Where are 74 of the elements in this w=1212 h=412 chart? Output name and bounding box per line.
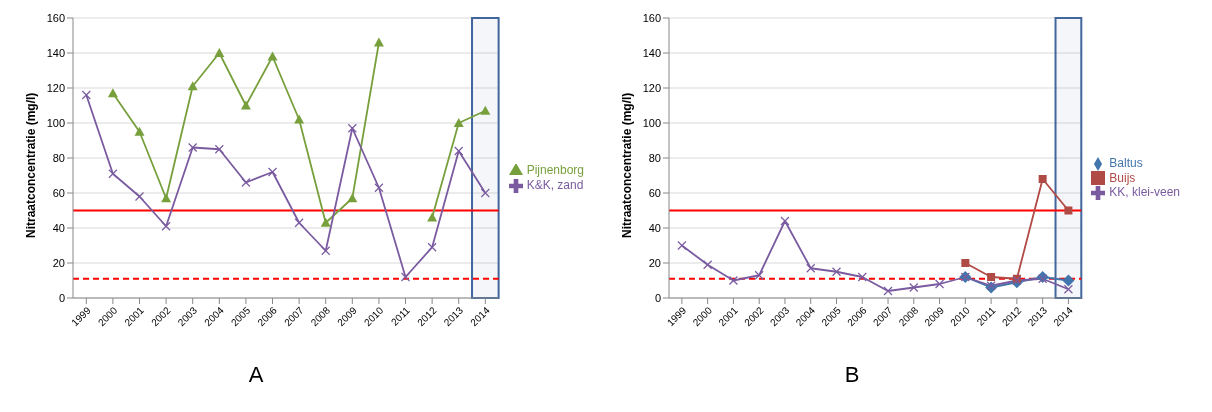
point	[240, 100, 251, 110]
y-tick-label: 120	[642, 81, 661, 94]
y-tick-label: 160	[642, 11, 661, 24]
legend-label: Pijnenborg	[526, 163, 584, 178]
point	[857, 272, 867, 282]
point	[373, 37, 384, 47]
point	[987, 273, 996, 281]
y-tick-label: 60	[648, 186, 661, 199]
point	[427, 212, 438, 222]
y-tick-label: 80	[52, 151, 65, 164]
point	[780, 216, 790, 226]
y-axis-title: Nitraatconcentratie (mg/l)	[24, 92, 39, 238]
point	[320, 217, 331, 227]
y-tick-label: 20	[52, 256, 65, 269]
point	[374, 183, 384, 193]
point	[961, 259, 970, 267]
legend-label: Buijs	[1109, 170, 1136, 185]
point	[453, 118, 464, 127]
y-tick-label: 140	[642, 46, 661, 59]
y-tick-label: 0	[654, 291, 661, 304]
point	[188, 142, 198, 153]
y-tick-label: 0	[58, 291, 65, 304]
point	[883, 286, 893, 296]
point	[134, 126, 145, 136]
point	[728, 275, 739, 286]
point	[909, 282, 919, 293]
y-tick-label: 100	[642, 116, 661, 129]
y-tick-label: 140	[46, 46, 65, 59]
point	[427, 242, 437, 252]
point	[806, 263, 816, 273]
point	[294, 114, 305, 124]
point	[1064, 206, 1073, 215]
point	[1062, 274, 1075, 287]
y-tick-label: 20	[648, 256, 661, 269]
point	[108, 169, 118, 179]
point	[347, 193, 358, 203]
point	[294, 218, 304, 228]
point	[934, 279, 945, 289]
point	[677, 240, 687, 251]
point	[480, 188, 490, 198]
point	[134, 191, 145, 202]
point	[754, 270, 764, 280]
point	[187, 81, 198, 91]
y-tick-label: 80	[648, 151, 661, 164]
y-tick-label: 60	[52, 186, 65, 199]
point	[161, 193, 172, 203]
point	[1063, 284, 1074, 294]
point	[267, 51, 278, 61]
point	[347, 123, 357, 133]
point	[321, 246, 331, 256]
point	[241, 177, 251, 188]
legend-label: Baltus	[1109, 155, 1143, 170]
point	[161, 221, 171, 231]
point	[703, 260, 713, 270]
point	[400, 272, 411, 282]
point	[454, 146, 464, 156]
point	[214, 144, 224, 154]
y-tick-label: 160	[46, 11, 65, 24]
legend-label: KK, klei-veen	[1109, 185, 1180, 200]
y-tick-label: 40	[648, 221, 661, 234]
point	[831, 267, 842, 277]
y-tick-label: 120	[46, 81, 65, 94]
point	[267, 167, 278, 177]
y-axis-title: Nitraatconcentratie (mg/l)	[620, 92, 635, 238]
point	[1038, 175, 1047, 183]
point	[214, 48, 225, 57]
point	[81, 90, 91, 100]
legend-label: K&K, zand	[526, 178, 584, 192]
point	[480, 105, 491, 115]
text: A	[247, 362, 265, 388]
y-tick-label: 100	[46, 116, 65, 129]
y-tick-label: 40	[52, 221, 65, 234]
text: B	[843, 362, 861, 388]
point	[107, 88, 118, 98]
